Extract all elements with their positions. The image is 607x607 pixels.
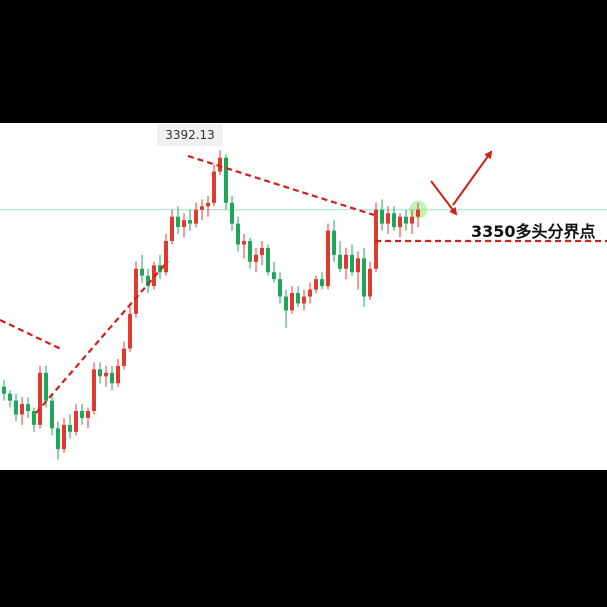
candle-body xyxy=(224,157,228,203)
candle-body xyxy=(290,293,294,311)
candle-body xyxy=(164,240,168,273)
descending-trendline xyxy=(187,154,375,217)
candle-body xyxy=(176,216,180,228)
candle-body xyxy=(398,216,402,228)
candle-body xyxy=(338,254,342,269)
candle-body xyxy=(296,293,300,304)
candle-body xyxy=(380,209,384,224)
candle-body xyxy=(26,404,30,412)
candle-body xyxy=(32,411,36,425)
candle-body xyxy=(284,296,288,311)
candle-body xyxy=(140,268,144,276)
candle-body xyxy=(218,157,222,172)
candle-body xyxy=(104,372,108,377)
candle-body xyxy=(2,386,6,394)
candlestick-series xyxy=(2,150,427,460)
candle-body xyxy=(92,369,96,412)
bottom-black-band xyxy=(0,470,607,607)
candle-body xyxy=(44,372,48,401)
candle-body xyxy=(278,279,282,297)
candle-body xyxy=(8,393,12,401)
candle-body xyxy=(20,404,24,415)
candle-body xyxy=(314,279,318,290)
candle-body xyxy=(320,279,324,287)
high-price-label: 3392.13 xyxy=(157,124,223,146)
high-price-label-text: 3392.13 xyxy=(165,128,215,142)
candle-body xyxy=(50,400,54,429)
candle-body xyxy=(308,289,312,297)
top-black-band xyxy=(0,0,607,123)
candle-body xyxy=(134,268,138,314)
candle-body xyxy=(74,411,78,432)
candle-body xyxy=(110,372,114,384)
candle-body xyxy=(254,254,258,262)
candle-body xyxy=(350,254,354,273)
candle-body xyxy=(122,348,126,366)
pullback-arrow xyxy=(430,180,458,216)
rally-arrow xyxy=(452,150,493,206)
downtrend-line-left xyxy=(0,319,64,351)
candle-body xyxy=(260,247,264,255)
candle-body xyxy=(146,275,150,287)
candle-body xyxy=(182,220,186,228)
candle-body xyxy=(236,223,240,245)
candle-body xyxy=(194,209,198,224)
candle-body xyxy=(266,247,270,273)
candle-body xyxy=(416,209,420,217)
candle-body xyxy=(80,411,84,418)
candle-body xyxy=(356,258,360,273)
candle-body xyxy=(326,230,330,287)
candle-body xyxy=(38,372,42,425)
uptrend-line xyxy=(35,260,169,414)
high-price-label-box xyxy=(157,124,223,146)
candle-body xyxy=(62,424,66,450)
candle-body xyxy=(302,296,306,304)
support-label: 3350多头分界点 xyxy=(471,222,596,241)
candle-body xyxy=(374,209,378,269)
candle-body xyxy=(344,254,348,269)
candle-body xyxy=(242,240,246,245)
candle-body xyxy=(362,258,366,297)
annotations xyxy=(0,150,607,414)
candle-body xyxy=(98,369,102,377)
candle-body xyxy=(410,216,414,224)
candle-body xyxy=(230,202,234,224)
candle-body xyxy=(56,428,60,450)
candle-body xyxy=(386,213,390,224)
candle-body xyxy=(170,216,174,241)
candle-body xyxy=(188,220,192,224)
candle-body xyxy=(128,313,132,349)
candle-body xyxy=(212,171,216,203)
candle-body xyxy=(248,240,252,262)
candle-body xyxy=(68,424,72,432)
candle-body xyxy=(200,206,204,210)
candle-body xyxy=(392,213,396,228)
candle-body xyxy=(404,216,408,224)
candle-body xyxy=(206,202,210,207)
candle-body xyxy=(368,268,372,297)
candle-body xyxy=(86,411,90,418)
candle-body xyxy=(332,230,336,255)
candle-body xyxy=(14,400,18,415)
candle-body xyxy=(116,365,120,384)
candle-body xyxy=(272,272,276,280)
